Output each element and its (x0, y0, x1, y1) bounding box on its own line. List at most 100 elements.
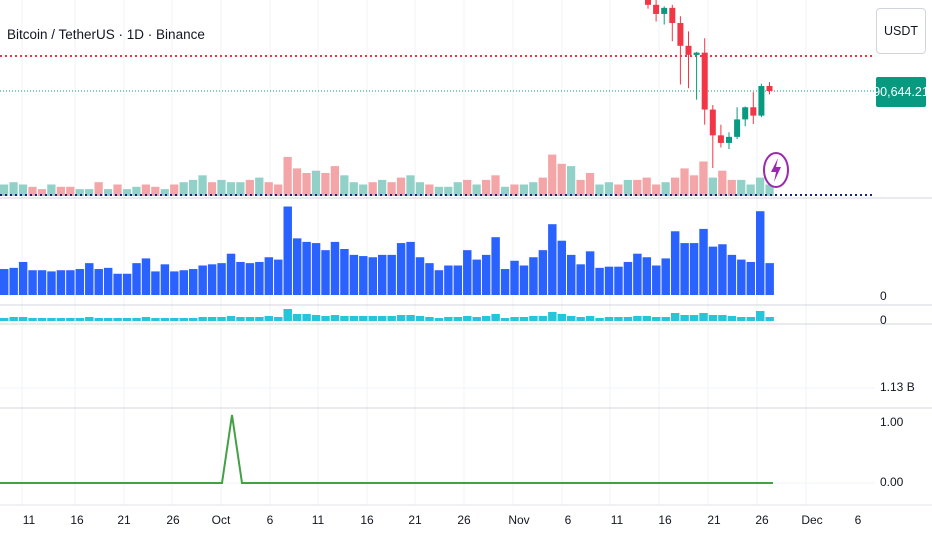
cyan-bar (321, 316, 330, 321)
cyan-bar (756, 311, 765, 321)
cyan-bar (557, 314, 566, 321)
volume-overlay-bar (585, 173, 595, 196)
candle-body (750, 107, 757, 116)
volume-bar (245, 263, 255, 295)
volume-overlay-bar (623, 179, 632, 196)
cyan-bar (274, 317, 283, 321)
cyan-bar (0, 318, 9, 321)
volume-overlay-bar (396, 177, 406, 196)
time-axis-tick-label: 16 (70, 513, 84, 527)
cyan-bar (255, 317, 264, 321)
volume-overlay-bar (604, 182, 614, 196)
cyan-bar (595, 318, 604, 321)
volume-overlay-bar (510, 184, 519, 196)
volume-bar (425, 263, 434, 295)
volume-overlay-bar (434, 186, 443, 196)
cyan-bar (66, 318, 75, 321)
cyan-bar (207, 317, 217, 321)
volume-bar (170, 271, 179, 295)
volume-overlay-bar (481, 179, 491, 196)
cyan-bar (283, 309, 292, 321)
volume-overlay-bar (548, 154, 557, 196)
volume-bar (633, 253, 642, 295)
volume-overlay-bar (699, 161, 708, 196)
volume-overlay-bar (576, 179, 585, 196)
volume-overlay-bar (500, 186, 510, 196)
cyan-bar (434, 318, 444, 321)
time-axis-tick-label: 21 (408, 513, 422, 527)
volume-bar (103, 267, 113, 295)
volume-bar (179, 270, 188, 295)
volume-bar (0, 269, 9, 295)
volume-bar (47, 271, 56, 295)
volume-overlay-bar (151, 186, 160, 196)
volume-overlay-bar (737, 179, 746, 196)
currency-selector[interactable]: USDT (876, 8, 926, 54)
volume-bar (66, 270, 75, 295)
volume-bar (765, 263, 774, 295)
cyan-bar (623, 317, 633, 321)
cyan-bar (529, 316, 538, 321)
volume-bar (661, 258, 670, 295)
volume-bar (141, 258, 151, 295)
volume-bar (415, 257, 425, 295)
volume-overlay-bar (642, 177, 651, 196)
volume-bar (18, 261, 28, 295)
volume-overlay-bar (255, 177, 264, 196)
volume-overlay-bar (340, 175, 349, 196)
volume-bar (491, 237, 500, 295)
volume-overlay-bar (727, 179, 736, 196)
volume-overlay-bar (132, 186, 141, 196)
volume-overlay-bar (9, 182, 18, 196)
time-axis-tick-label: 11 (311, 513, 325, 527)
cyan-bar (642, 316, 652, 321)
cyan-bar (585, 316, 595, 321)
cyan-bar (85, 317, 94, 321)
time-axis-tick-label: 6 (854, 513, 862, 527)
volume-overlay-bar (387, 182, 396, 196)
pane2-zero-label: 0 (880, 313, 887, 327)
volume-overlay-bar (321, 173, 330, 196)
candle-body (669, 7, 676, 24)
volume-bar (349, 254, 359, 295)
cyan-bar (472, 317, 481, 321)
volume-bar (85, 263, 94, 295)
cyan-bar (500, 318, 510, 321)
volume-bar (548, 224, 557, 295)
volume-bar (359, 256, 368, 295)
cyan-bar (746, 317, 755, 321)
volume-overlay-bar (283, 156, 292, 196)
candle-body (685, 45, 692, 55)
volume-bar (746, 261, 755, 295)
symbol-title[interactable]: Bitcoin / TetherUS · 1D · Binance (7, 27, 205, 42)
volume-overlay-bar (633, 179, 642, 196)
volume-bar (708, 246, 718, 295)
volume-bar (160, 264, 170, 295)
volume-overlay-bar (189, 179, 198, 196)
candle-body (677, 23, 684, 46)
volume-overlay-bar (66, 186, 75, 196)
cyan-bar (652, 317, 661, 321)
time-axis-tick-label: 21 (117, 513, 131, 527)
volume-overlay-bar (368, 182, 377, 196)
volume-bar (56, 270, 66, 295)
cyan-bar (160, 318, 170, 321)
volume-bar (500, 269, 510, 295)
candle-body (653, 4, 660, 14)
volume-overlay-bar (595, 184, 604, 196)
volume-bar (519, 265, 529, 295)
volume-bar (94, 269, 103, 295)
cyan-bar (292, 314, 302, 321)
lightning-icon[interactable] (762, 150, 790, 190)
time-axis-tick-label: Dec (801, 513, 823, 527)
volume-bar (330, 241, 340, 295)
volume-bar (122, 273, 132, 295)
cyan-bar (765, 317, 774, 321)
cyan-bar (387, 316, 396, 321)
volume-overlay-bar (444, 186, 453, 196)
volume-bar (396, 243, 406, 295)
pane3-top-label: 1.13 B (880, 380, 915, 394)
cyan-bar (425, 317, 434, 321)
cyan-bar (311, 315, 321, 321)
